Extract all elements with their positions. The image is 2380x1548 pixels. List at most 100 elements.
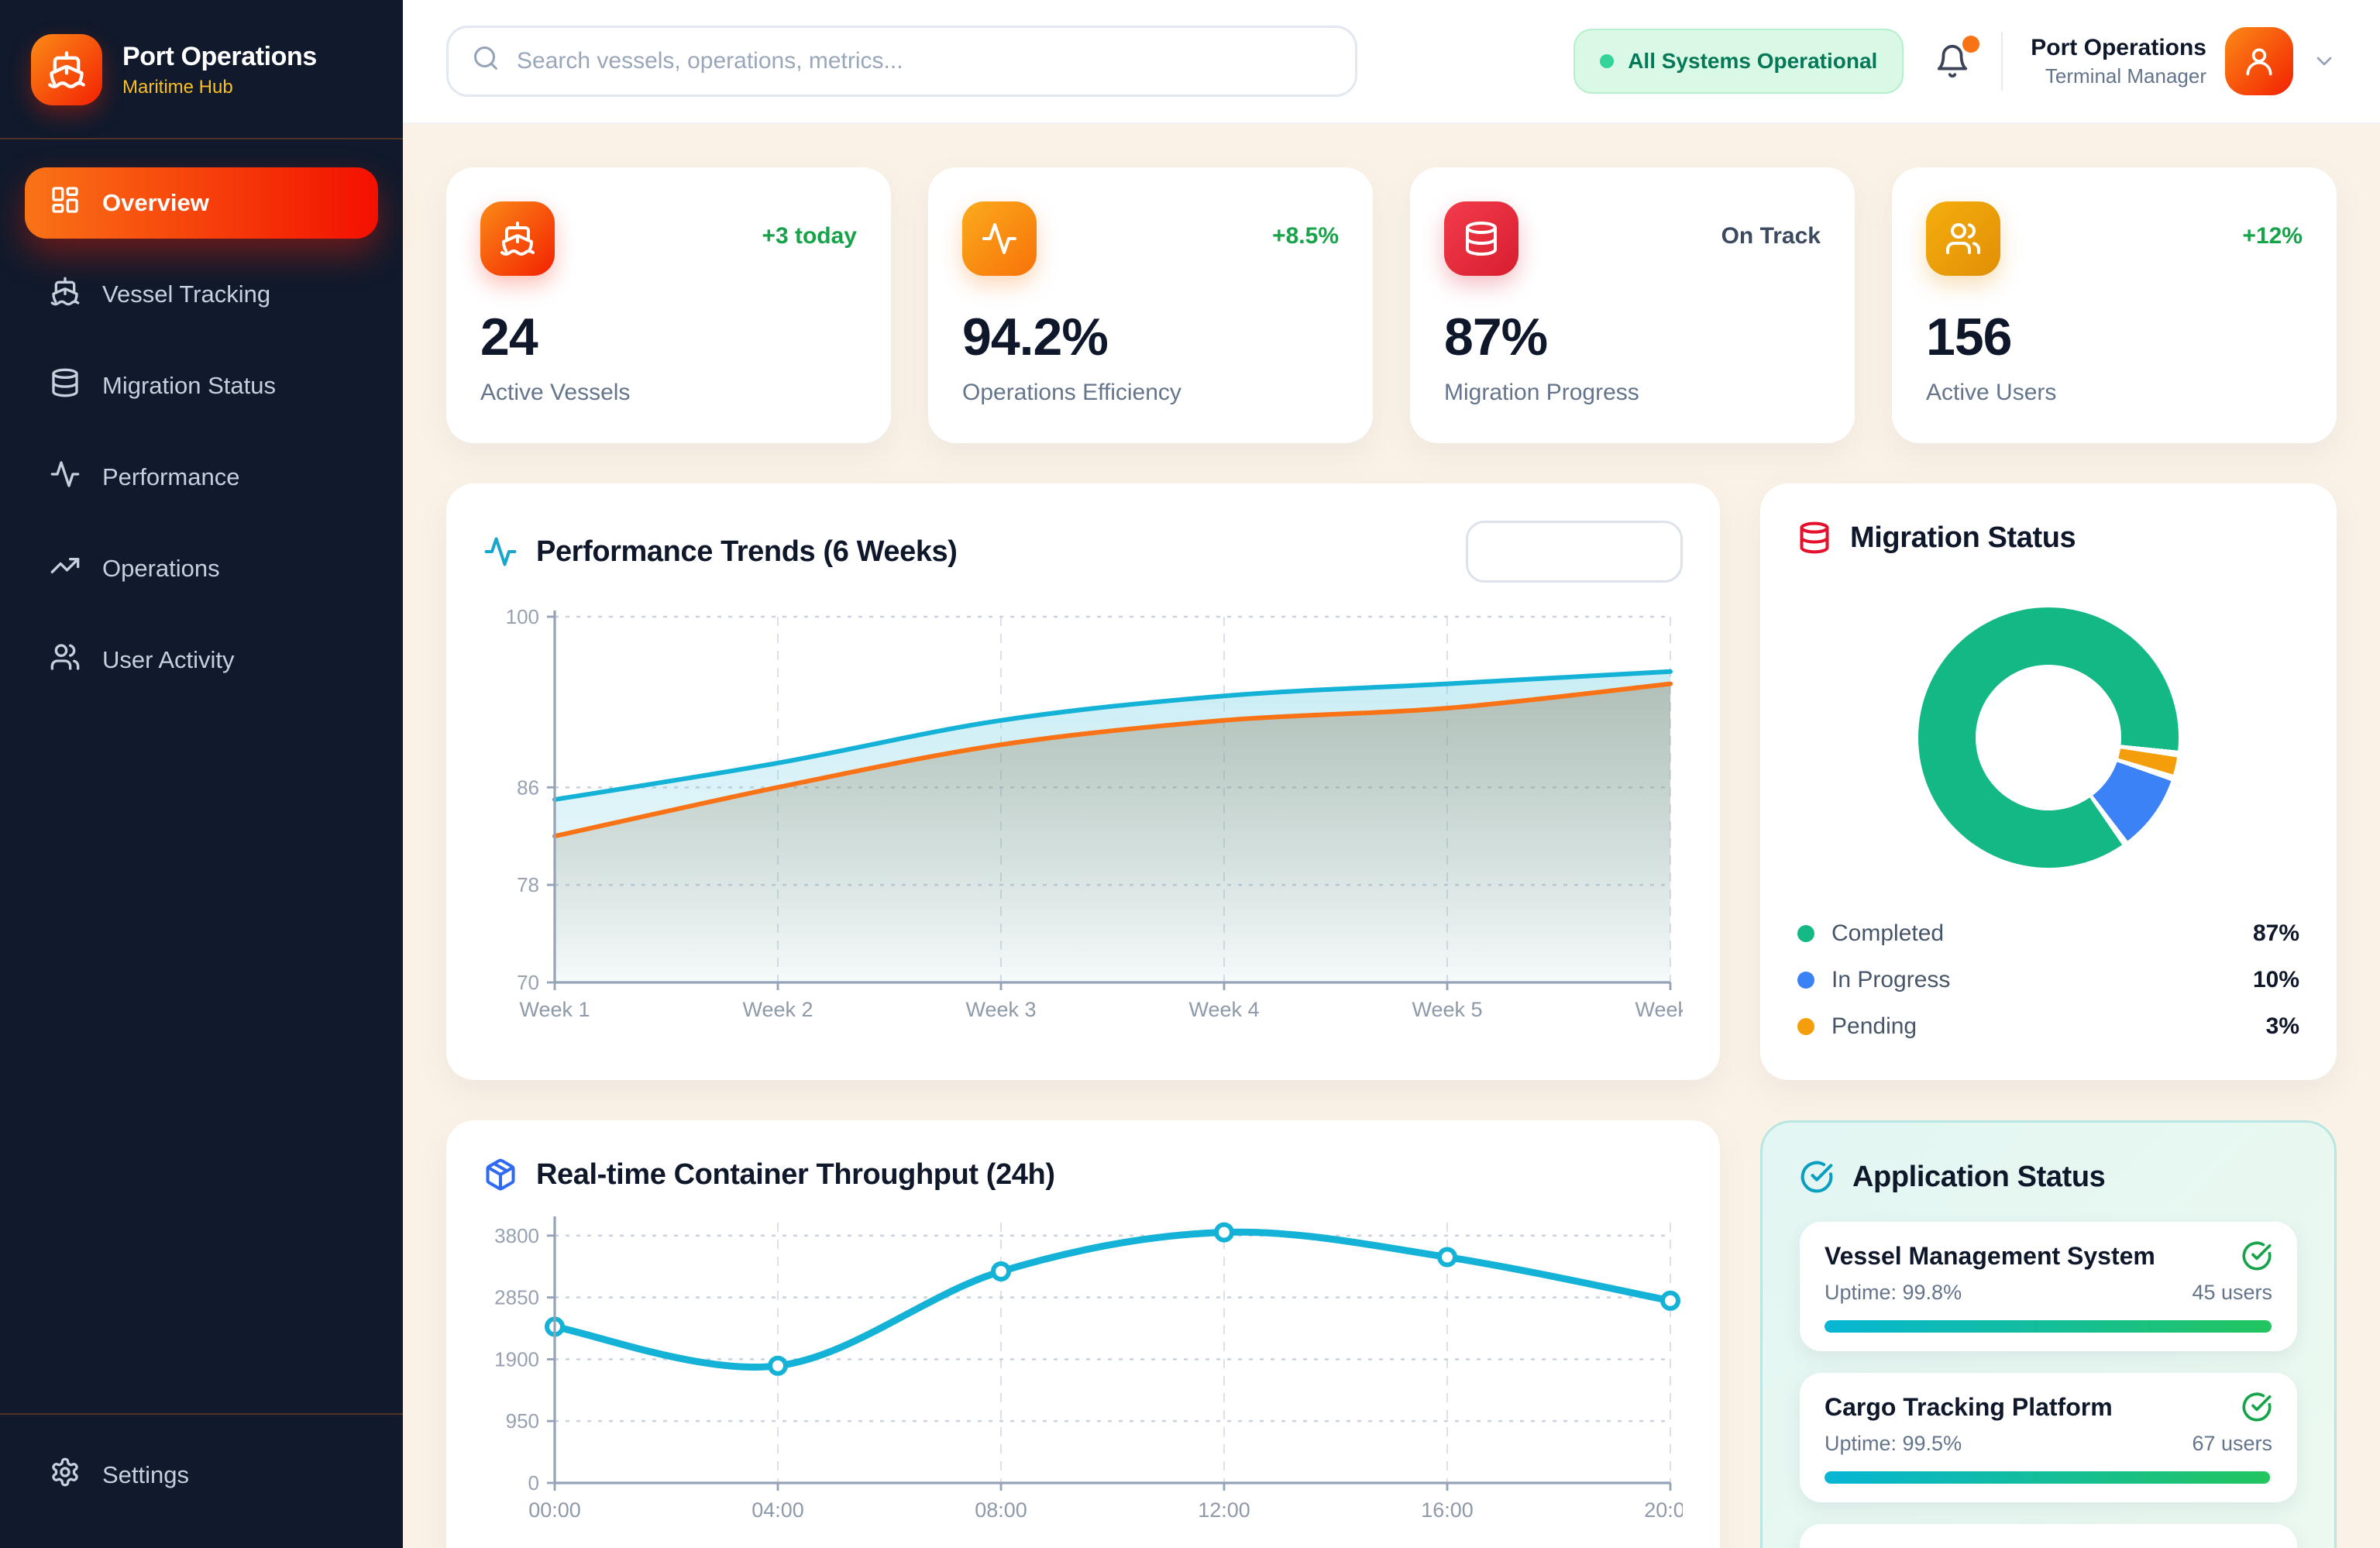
- system-status-badge: All Systems Operational: [1573, 29, 1904, 94]
- sidebar-item-overview[interactable]: Overview: [25, 167, 378, 239]
- container-throughput-chart: 0 950 1900 2850 3800 00:00 04:00 08:00 12:00 16:0…: [494, 1216, 1683, 1522]
- stat-delta: On Track: [1721, 223, 1821, 249]
- svg-text:86: 86: [517, 776, 539, 799]
- top-header: All Systems Operational Port Operations …: [403, 0, 2380, 124]
- app-name: Cargo Tracking Platform: [1825, 1392, 2113, 1421]
- sidebar-item-label: User Activity: [102, 646, 235, 673]
- performance-trends-chart: 70 78 86 100 Week 1 Week 2 Week 3 Week 4 Week 5 W…: [506, 605, 1683, 1021]
- user-name: Port Operations: [2031, 34, 2206, 60]
- status-badge-label: All Systems Operational: [1628, 49, 1878, 73]
- chevron-down-icon: [2312, 49, 2337, 74]
- bell-icon: [1938, 45, 1968, 78]
- package-icon: [483, 1158, 518, 1192]
- stat-value: 156: [1926, 308, 2012, 366]
- migration-donut-chart: [1918, 607, 2179, 868]
- ship-logo-icon: [31, 34, 102, 105]
- user-icon: [2246, 48, 2272, 76]
- stat-value: 87%: [1444, 308, 1548, 366]
- app-subtitle: Maritime Hub: [122, 76, 233, 98]
- dashboard-content: +3 today 24 Active Vessels +8.5% 94.2% O…: [403, 124, 2380, 1548]
- app-name: Vessel Management System: [1825, 1241, 2155, 1270]
- performance-trends-card: Performance Trends (6 Weeks) 70 78 86 100 We…: [446, 483, 1720, 1080]
- check-circle-icon: [1800, 1160, 1834, 1194]
- layout-dashboard-icon: [50, 184, 81, 222]
- notifications-button[interactable]: [1931, 36, 1980, 82]
- svg-text:Week 3: Week 3: [965, 998, 1036, 1021]
- search-input[interactable]: [517, 48, 1332, 74]
- svg-text:2850: 2850: [494, 1286, 539, 1309]
- svg-text:Week 5: Week 5: [1412, 998, 1482, 1021]
- sidebar-item-label: Settings: [102, 1461, 190, 1488]
- sidebar-item-user-activity[interactable]: User Activity: [25, 624, 378, 696]
- sidebar-item-label: Performance: [102, 463, 240, 490]
- sidebar-item-label: Overview: [102, 189, 209, 216]
- legend-label: In Progress: [1831, 967, 1951, 992]
- check-circle-icon: [2241, 1240, 2272, 1271]
- status-dot: [1600, 54, 1615, 68]
- user-role: Terminal Manager: [2045, 64, 2206, 88]
- header-divider: [2001, 32, 2003, 91]
- sidebar-item-migration-status[interactable]: Migration Status: [25, 350, 378, 421]
- legend-dot: [1797, 972, 1814, 989]
- trending-up-icon: [50, 550, 81, 587]
- sidebar-item-performance[interactable]: Performance: [25, 442, 378, 513]
- notification-dot: [1962, 36, 1980, 53]
- user-menu[interactable]: Port Operations Terminal Manager: [2031, 27, 2337, 95]
- svg-text:00:00: 00:00: [528, 1498, 581, 1522]
- legend-item-pending: Pending 3%: [1797, 1013, 2299, 1040]
- activity-icon: [50, 459, 81, 496]
- stat-delta: +3 today: [762, 223, 857, 249]
- stat-value: 24: [480, 308, 538, 366]
- sidebar: Port Operations Maritime Hub Overview Ve…: [0, 0, 403, 1548]
- stat-label: Active Vessels: [480, 380, 631, 405]
- chart-title: Performance Trends (6 Weeks): [536, 535, 958, 568]
- ship-icon: [50, 276, 81, 313]
- activity-icon: [483, 535, 518, 569]
- app-uptime: Uptime: 99.8%: [1825, 1281, 1962, 1304]
- app-users: 67 users: [2192, 1432, 2272, 1455]
- svg-text:1900: 1900: [494, 1347, 539, 1371]
- svg-text:08:00: 08:00: [975, 1498, 1027, 1522]
- svg-text:Week 2: Week 2: [742, 998, 813, 1021]
- time-range-select[interactable]: [1466, 521, 1683, 583]
- check-circle-icon: [2241, 1391, 2272, 1422]
- uptime-progress-bar: [1825, 1320, 2272, 1333]
- svg-text:Week 1: Week 1: [519, 998, 590, 1021]
- search-box[interactable]: [446, 26, 1357, 97]
- svg-text:04:00: 04:00: [751, 1498, 804, 1522]
- sidebar-item-operations[interactable]: Operations: [25, 533, 378, 604]
- svg-text:20:00: 20:00: [1644, 1498, 1683, 1522]
- users-icon: [50, 642, 81, 679]
- search-icon: [472, 44, 500, 78]
- app-users: 45 users: [2192, 1281, 2272, 1304]
- svg-text:Week 6: Week 6: [1635, 998, 1683, 1021]
- legend-label: Completed: [1831, 920, 1945, 946]
- svg-text:950: 950: [506, 1409, 539, 1433]
- sidebar-item-label: Vessel Tracking: [102, 280, 271, 308]
- app-title: Port Operations: [122, 41, 317, 71]
- sidebar-item-settings[interactable]: Settings: [25, 1440, 378, 1511]
- sidebar-item-vessel-tracking[interactable]: Vessel Tracking: [25, 259, 378, 330]
- container-throughput-card: Real-time Container Throughput (24h) 0 95…: [446, 1120, 1720, 1548]
- svg-text:70: 70: [517, 971, 539, 994]
- app-uptime: Uptime: 99.5%: [1825, 1432, 1962, 1455]
- svg-text:100: 100: [506, 605, 539, 628]
- svg-text:0: 0: [528, 1471, 539, 1495]
- migration-status-card: Migration Status Completed 87% I: [1760, 483, 2337, 1080]
- legend-item-in-progress: In Progress 10%: [1797, 967, 2299, 993]
- database-icon: [1444, 201, 1518, 276]
- users-icon: [1926, 201, 2000, 276]
- sidebar-item-label: Operations: [102, 555, 220, 582]
- app-item-vessel-management: Vessel Management System Uptime: 99.8% 4…: [1800, 1222, 2297, 1351]
- stat-card-operations-efficiency: +8.5% 94.2% Operations Efficiency: [928, 167, 1373, 443]
- app-item-cargo-tracking: Cargo Tracking Platform Uptime: 99.5% 67…: [1800, 1373, 2297, 1502]
- svg-text:12:00: 12:00: [1198, 1498, 1250, 1522]
- legend-label: Pending: [1831, 1013, 1917, 1039]
- svg-text:16:00: 16:00: [1421, 1498, 1474, 1522]
- sidebar-nav: Overview Vessel Tracking Migration Statu…: [0, 139, 403, 1413]
- panel-title: Application Status: [1852, 1160, 2106, 1193]
- stat-label: Migration Progress: [1444, 380, 1639, 405]
- svg-text:78: 78: [517, 873, 539, 896]
- svg-text:Week 4: Week 4: [1188, 998, 1259, 1021]
